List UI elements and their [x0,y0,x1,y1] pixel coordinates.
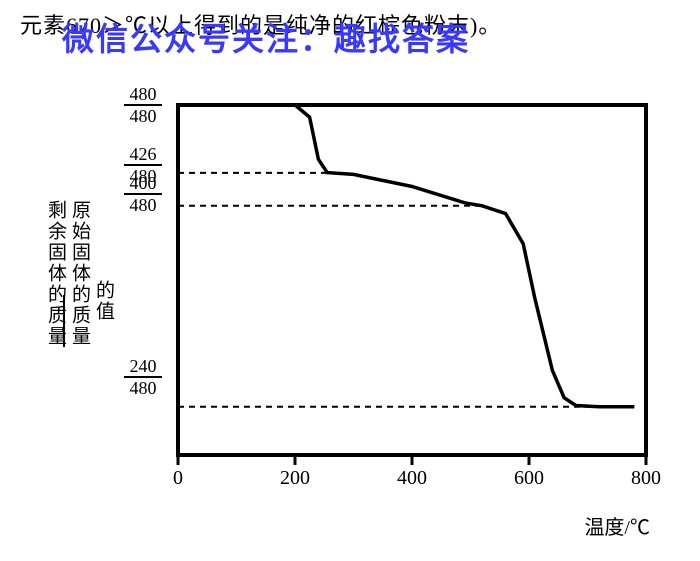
x-tick-label: 800 [631,467,661,490]
y-tick-fraction: 400480 [124,174,162,214]
fraction-numerator: 480 [124,85,162,103]
fraction-numerator: 240 [124,357,162,375]
y-axis-label: 剩余固体的质量 原始固体的质量 的值 [50,110,90,470]
x-tick-label: 600 [514,467,544,490]
x-tick-label: 0 [173,467,183,490]
chart-svg [170,80,660,510]
dashed-lines [178,173,634,407]
y-tick-fraction: 240480 [124,357,162,397]
fraction-numerator: 400 [124,174,162,192]
watermark-text: 微信公众号关注：趣找答案 [62,14,470,60]
x-axis-title: 温度/℃ [584,511,650,540]
chart-container: 剩余固体的质量 原始固体的质量 的值 480480426480400480240… [50,80,670,550]
y-label-suffix: 的值 [90,280,117,322]
fraction-denominator: 480 [124,107,162,125]
y-label-fraction-bar [63,295,65,347]
x-tick-label: 400 [397,467,427,490]
fraction-denominator: 480 [124,196,162,214]
data-curve [178,105,634,407]
y-label-denominator: 原始固体的质量 [66,200,93,347]
x-tick-label: 200 [280,467,310,490]
plot-border [178,105,646,455]
y-tick-fraction: 480480 [124,85,162,125]
fraction-numerator: 426 [124,145,162,163]
fraction-denominator: 480 [124,379,162,397]
